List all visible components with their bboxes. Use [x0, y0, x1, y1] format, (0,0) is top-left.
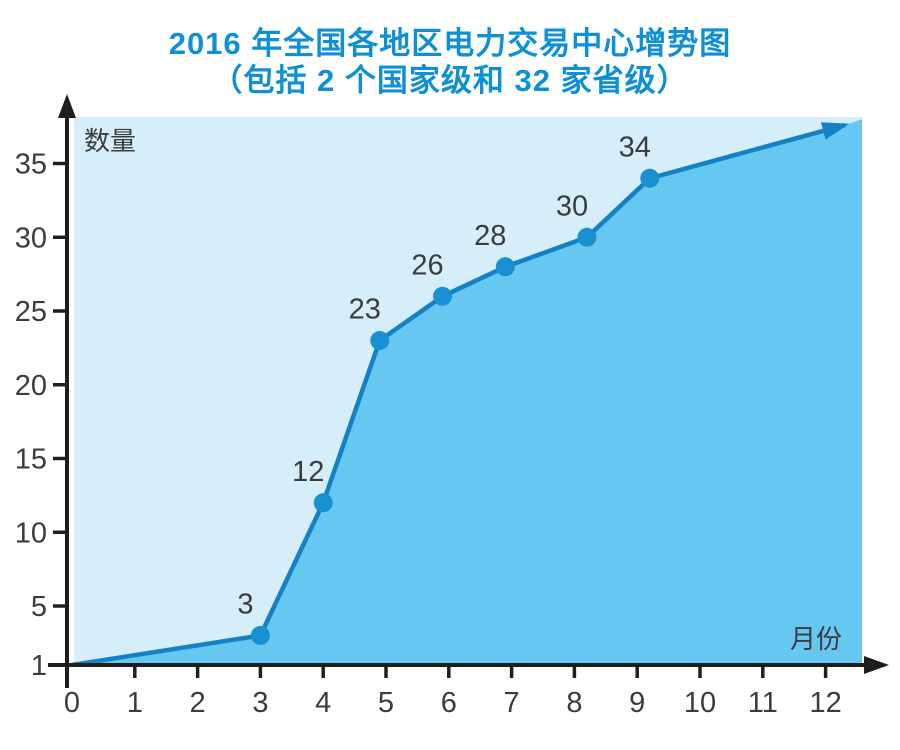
y-tick-label: 5	[31, 591, 47, 623]
data-point-marker	[577, 227, 597, 247]
data-point-marker	[250, 626, 270, 645]
x-tick-label: 2	[190, 687, 206, 719]
chart-subtitle: （包括 2 个国家级和 32 家省级）	[211, 62, 689, 98]
y-tick-label: 25	[15, 296, 47, 328]
data-point-label: 28	[474, 220, 506, 252]
chart-title: 2016 年全国各地区电力交易中心增势图	[168, 26, 732, 61]
data-point-label: 30	[556, 190, 588, 222]
data-point-label: 3	[237, 589, 253, 621]
chart-header: 2016 年全国各地区电力交易中心增势图 （包括 2 个国家级和 32 家省级）	[0, 26, 900, 99]
x-tick-label: 12	[809, 687, 841, 719]
y-tick-label: 1	[31, 650, 47, 682]
data-point-marker	[495, 257, 515, 277]
data-point-label: 12	[292, 456, 324, 488]
data-point-label: 23	[349, 294, 381, 326]
x-tick-label: 9	[629, 687, 645, 719]
x-axis-arrowhead	[864, 656, 889, 674]
y-axis-title: 数量	[84, 126, 136, 156]
x-tick-label: 11	[748, 687, 778, 719]
data-point-marker	[640, 168, 660, 188]
area-fill	[72, 119, 862, 666]
x-tick-label: 4	[315, 687, 331, 719]
x-tick-label: 5	[378, 687, 394, 719]
y-tick-label: 10	[15, 517, 47, 549]
y-tick-label: 35	[15, 149, 47, 181]
x-tick-label: 6	[441, 687, 457, 719]
x-tick-label: 7	[504, 687, 520, 719]
data-point-label: 26	[411, 249, 443, 281]
x-tick-label: 3	[252, 687, 268, 719]
x-tick-label: 10	[684, 687, 716, 719]
y-tick-label: 15	[15, 444, 47, 476]
data-point-marker	[370, 331, 390, 350]
x-tick-label: 1	[127, 687, 143, 719]
x-tick-label: 8	[566, 687, 582, 719]
data-point-label: 34	[619, 131, 651, 163]
data-point-marker	[313, 493, 333, 513]
y-tick-label: 20	[15, 370, 47, 402]
data-point-marker	[433, 286, 453, 306]
x-axis-title: 月份	[790, 624, 842, 654]
y-tick-label: 30	[15, 222, 47, 254]
y-axis-arrowhead	[58, 94, 76, 118]
x-tick-label: 0	[64, 687, 80, 719]
